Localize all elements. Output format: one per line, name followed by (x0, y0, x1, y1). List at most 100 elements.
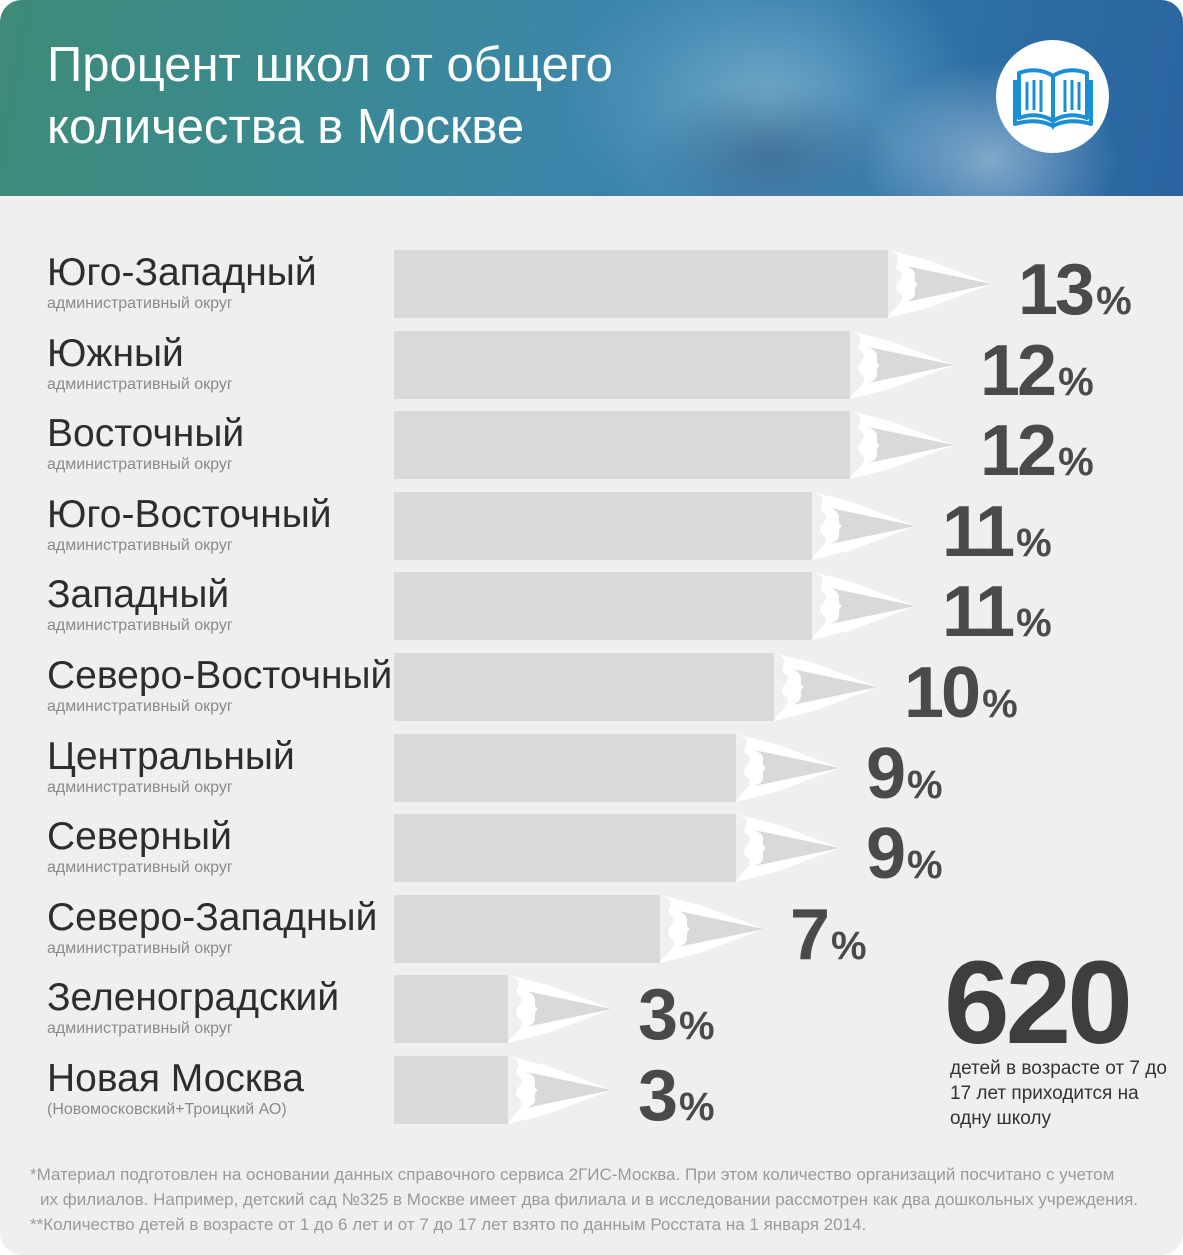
category-label: Западный (47, 573, 230, 616)
value-number: 3 (638, 975, 678, 1055)
page-title: Процент школ от общего количества в Моск… (47, 34, 747, 158)
bar-tip-lead (526, 1072, 612, 1108)
header-photo-glow (560, 0, 980, 196)
value-unit: % (907, 763, 943, 807)
category-subtitle: административный округ (47, 376, 233, 393)
pencil-bar (394, 653, 878, 721)
chart-row: Юго-Восточный административный округ 11% (0, 492, 1183, 568)
value-label: 11% (942, 576, 1052, 648)
category-subtitle: административный округ (47, 698, 233, 715)
category-subtitle: административный округ (47, 537, 233, 554)
callout-text: детей в возрасте от 7 до 17 лет приходит… (950, 1058, 1167, 1129)
category-subtitle: административный округ (47, 779, 233, 796)
category-label: Новая Москва (47, 1057, 304, 1100)
value-unit: % (831, 924, 867, 968)
value-label: 3% (638, 1060, 715, 1132)
value-label: 7% (790, 899, 867, 971)
chart-row: Северный административный округ 9% (0, 814, 1183, 890)
category-label: Зеленоградский (47, 976, 340, 1019)
chart-row: Центральный административный округ 9% (0, 734, 1183, 810)
category-subtitle: административный округ (47, 617, 233, 634)
bar-tip-lead (868, 427, 954, 463)
value-unit: % (982, 682, 1018, 726)
header-banner: Процент школ от общего количества в Моск… (0, 0, 1183, 196)
chart-row: Южный административный округ 12% (0, 331, 1183, 407)
pencil-bar (394, 411, 954, 479)
value-number: 12 (980, 411, 1057, 491)
chart-row: Зеленоградский административный округ 3% (0, 975, 1183, 1051)
pencil-bar (394, 734, 840, 802)
category-label: Южный (47, 332, 184, 375)
bar-body (394, 814, 736, 882)
category-label: Восточный (47, 412, 245, 455)
value-number: 11 (942, 572, 1015, 652)
bar-tip-lead (526, 991, 612, 1027)
chart-row: Восточный административный округ 12% (0, 411, 1183, 487)
category-subtitle: административный округ (47, 859, 233, 876)
footnote-2: **Количество детей в возрасте от 1 до 6 … (30, 1215, 867, 1234)
value-number: 12 (980, 331, 1057, 411)
value-number: 7 (790, 895, 830, 975)
category-label: Северо-Восточный (47, 654, 393, 697)
category-subtitle: (Новомосковский+Троицкий АО) (47, 1101, 287, 1118)
chart-row: Северо-Восточный административный округ 10… (0, 653, 1183, 729)
bar-tip-lead (906, 266, 992, 302)
category-subtitle: административный округ (47, 295, 233, 312)
value-number: 3 (638, 1056, 678, 1136)
value-unit: % (1058, 440, 1094, 484)
category-subtitle: административный округ (47, 940, 233, 957)
bar-tip-lead (792, 669, 878, 705)
bar-tip-lead (830, 588, 916, 624)
category-label: Центральный (47, 735, 295, 778)
value-number: 10 (904, 653, 981, 733)
pencil-bar (394, 814, 840, 882)
chart-row: Северо-Западный административный округ 7% (0, 895, 1183, 971)
bar-body (394, 572, 812, 640)
footnote-1-line-2: их филиалов. Например, детский сад №325 … (40, 1190, 1139, 1209)
chart-row: Новая Москва (Новомосковский+Троицкий АО)… (0, 1056, 1183, 1132)
value-label: 12% (980, 335, 1094, 407)
footnote-1-line-1: *Материал подготовлен на основании данны… (30, 1165, 1115, 1184)
value-label: 11% (942, 496, 1052, 568)
value-unit: % (1058, 360, 1094, 404)
bar-body (394, 734, 736, 802)
pencil-bar (394, 1056, 612, 1124)
value-label: 12% (980, 415, 1094, 487)
pencil-bar (394, 975, 612, 1043)
chart-row: Западный административный округ 11% (0, 572, 1183, 648)
title-line-2: количества в Москве (47, 100, 525, 154)
value-unit: % (1016, 601, 1052, 645)
value-label: 9% (866, 818, 943, 890)
value-number: 13 (1018, 250, 1095, 330)
bar-body (394, 1056, 508, 1124)
bar-tip-lead (678, 911, 764, 947)
pencil-bar (394, 492, 916, 560)
bar-tip-lead (868, 347, 954, 383)
bar-body (394, 975, 508, 1043)
bar-body (394, 895, 660, 963)
value-number: 9 (866, 734, 906, 814)
value-unit: % (907, 843, 943, 887)
bar-tip-lead (754, 750, 840, 786)
value-label: 10% (904, 657, 1018, 729)
value-label: 9% (866, 738, 943, 810)
bar-tip-lead (830, 508, 916, 544)
bar-tip-lead (754, 830, 840, 866)
category-subtitle: административный округ (47, 1020, 233, 1037)
value-unit: % (1096, 279, 1132, 323)
value-unit: % (679, 1004, 715, 1048)
category-subtitle: административный округ (47, 456, 233, 473)
value-number: 11 (942, 492, 1015, 572)
category-label: Северный (47, 815, 232, 858)
pencil-bar (394, 250, 992, 318)
value-label: 13% (1018, 254, 1132, 326)
value-unit: % (679, 1085, 715, 1129)
value-number: 9 (866, 814, 906, 894)
bar-body (394, 331, 850, 399)
pencil-bar (394, 572, 916, 640)
open-book-icon (996, 40, 1109, 153)
category-label: Юго-Западный (47, 251, 317, 294)
title-line-1: Процент школ от общего (47, 38, 613, 92)
bar-body (394, 250, 888, 318)
